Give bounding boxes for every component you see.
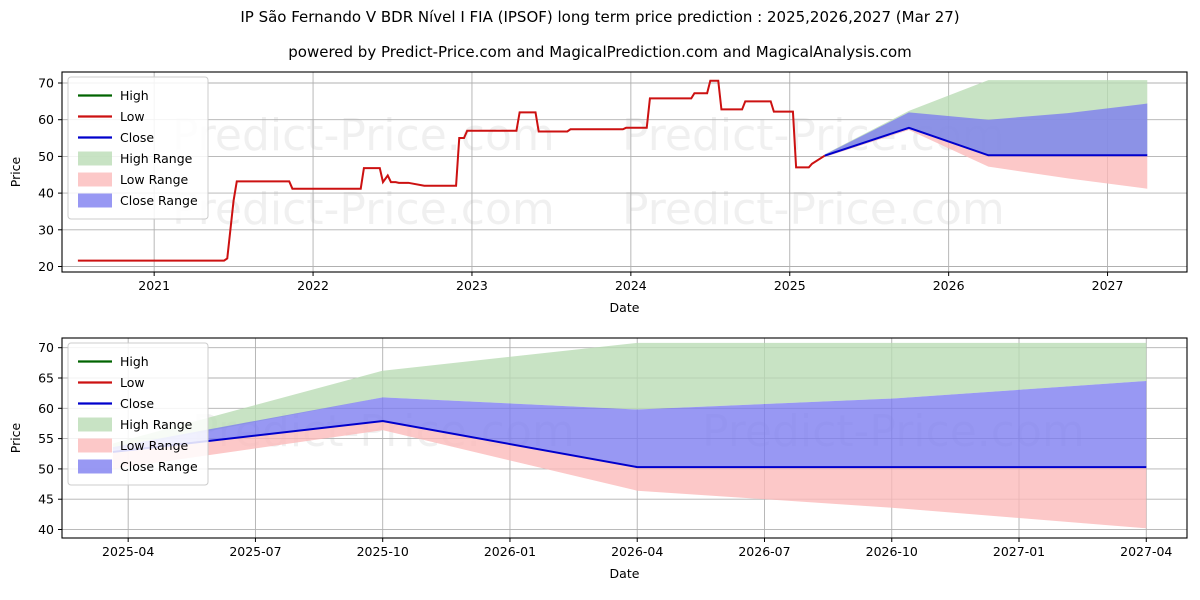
legend-label: Close xyxy=(120,130,154,145)
x-tick-label: 2027-01 xyxy=(993,544,1045,559)
x-tick-label: 2024 xyxy=(615,278,647,293)
x-tick-label: 2021 xyxy=(138,278,170,293)
legend-swatch-patch xyxy=(78,151,112,166)
legend-item-close-range[interactable]: Close Range xyxy=(78,193,198,208)
legend-item-high[interactable]: High xyxy=(78,354,149,369)
y-tick-label: 50 xyxy=(38,461,54,476)
legend-forecast-detail: High Low Close High Range Low Range Close Ran… xyxy=(67,342,209,486)
legend-label: High Range xyxy=(120,151,193,166)
y-tick-label: 60 xyxy=(38,401,54,416)
series-overview xyxy=(77,79,1148,262)
legend-item-low-range[interactable]: Low Range xyxy=(78,172,189,187)
y-tick-label: 70 xyxy=(38,340,54,355)
legend-item-close[interactable]: Close xyxy=(78,396,154,411)
plot-border-overview xyxy=(61,71,1188,273)
legend-label: High Range xyxy=(120,417,193,432)
legend-swatch-patch xyxy=(78,438,112,453)
y-axis-label-overview: Price xyxy=(8,156,23,187)
legend-label: Close Range xyxy=(120,459,198,474)
legend-item-low[interactable]: Low xyxy=(78,109,145,124)
series-line-close xyxy=(112,420,1147,469)
x-tick-label: 2026-10 xyxy=(866,544,918,559)
band-low-range xyxy=(112,421,1147,529)
legend-item-high-range[interactable]: High Range xyxy=(78,417,193,432)
watermark-text: Predict-Price.com xyxy=(172,184,555,235)
legend-label: Low Range xyxy=(120,172,189,187)
chart-overview: Predict-Price.com Predict-Price.com Predic… xyxy=(8,71,1188,315)
bands-overview xyxy=(824,80,1148,189)
bands-forecast-detail xyxy=(112,342,1147,529)
legend-item-low-range[interactable]: Low Range xyxy=(78,438,189,453)
chart-forecast-detail: Predict-Price.comPredict-Price.com404550… xyxy=(8,337,1188,581)
series-line-close xyxy=(824,126,1148,157)
band-close-range xyxy=(112,381,1147,468)
y-tick-label: 60 xyxy=(38,112,54,127)
legend-label: Close xyxy=(120,396,154,411)
y-tick-label: 70 xyxy=(38,76,54,91)
x-tick-label: 2027 xyxy=(1092,278,1124,293)
y-tick-label: 30 xyxy=(38,222,54,237)
band-high-range xyxy=(112,342,1147,450)
legend-label: Close Range xyxy=(120,193,198,208)
watermark-text: Predict-Price.com xyxy=(172,110,555,161)
page-title: IP São Fernando V BDR Nível I FIA (IPSOF… xyxy=(240,8,960,26)
legend-label: Low Range xyxy=(120,438,189,453)
y-tick-label: 40 xyxy=(38,186,54,201)
y-tick-label: 50 xyxy=(38,149,54,164)
x-tick-label: 2025 xyxy=(774,278,806,293)
x-axis-label-forecast-detail: Date xyxy=(610,566,640,581)
legend-label: Low xyxy=(120,109,145,124)
legend-swatch-patch xyxy=(78,193,112,208)
x-tick-label: 2026 xyxy=(933,278,965,293)
legend-item-close[interactable]: Close xyxy=(78,130,154,145)
x-axis-label-overview: Date xyxy=(610,300,640,315)
y-tick-label: 65 xyxy=(38,371,54,386)
y-tick-label: 45 xyxy=(38,492,54,507)
legend-overview: High Low Close High Range Low Range Close Ran… xyxy=(67,76,209,220)
legend-item-close-range[interactable]: Close Range xyxy=(78,459,198,474)
x-tick-label: 2025-07 xyxy=(229,544,281,559)
legend-swatch-patch xyxy=(78,417,112,432)
y-tick-label: 55 xyxy=(38,431,54,446)
x-tick-label: 2026-04 xyxy=(611,544,663,559)
x-tick-label: 2026-07 xyxy=(738,544,790,559)
legend-label: Low xyxy=(120,375,145,390)
legend-item-low[interactable]: Low xyxy=(78,375,145,390)
legend-item-high[interactable]: High xyxy=(78,88,149,103)
y-axis-label-forecast-detail: Price xyxy=(8,422,23,453)
y-tick-label: 20 xyxy=(38,259,54,274)
x-tick-label: 2026-01 xyxy=(484,544,536,559)
series-line-low xyxy=(77,79,826,262)
watermark-text: Predict-Price.com xyxy=(622,184,1005,235)
legend-swatch-patch xyxy=(78,172,112,187)
legend-item-high-range[interactable]: High Range xyxy=(78,151,193,166)
axis-ticks-forecast-detail: 40 45 50 55 60 65 70 2025-04 2025-07 2025-10 2026-… xyxy=(38,340,1172,559)
band-close-range xyxy=(824,103,1148,157)
plot-border-forecast-detail xyxy=(61,337,1188,539)
legend-swatch-patch xyxy=(78,459,112,474)
x-tick-label: 2022 xyxy=(297,278,329,293)
y-tick-label: 40 xyxy=(38,522,54,537)
x-tick-label: 2025-04 xyxy=(102,544,154,559)
chart-subtitle: powered by Predict-Price.com and Magical… xyxy=(288,43,912,61)
band-low-range xyxy=(824,127,1148,189)
axis-ticks-overview: 20 30 40 50 60 70 2021 2022 2023 2024 2025 2026 2027 xyxy=(38,76,1123,293)
x-tick-label: 2025-10 xyxy=(357,544,409,559)
series-forecast-detail xyxy=(112,420,1147,469)
legend-label: High xyxy=(120,354,149,369)
x-tick-label: 2023 xyxy=(456,278,488,293)
legend-label: High xyxy=(120,88,149,103)
x-tick-label: 2027-04 xyxy=(1120,544,1172,559)
